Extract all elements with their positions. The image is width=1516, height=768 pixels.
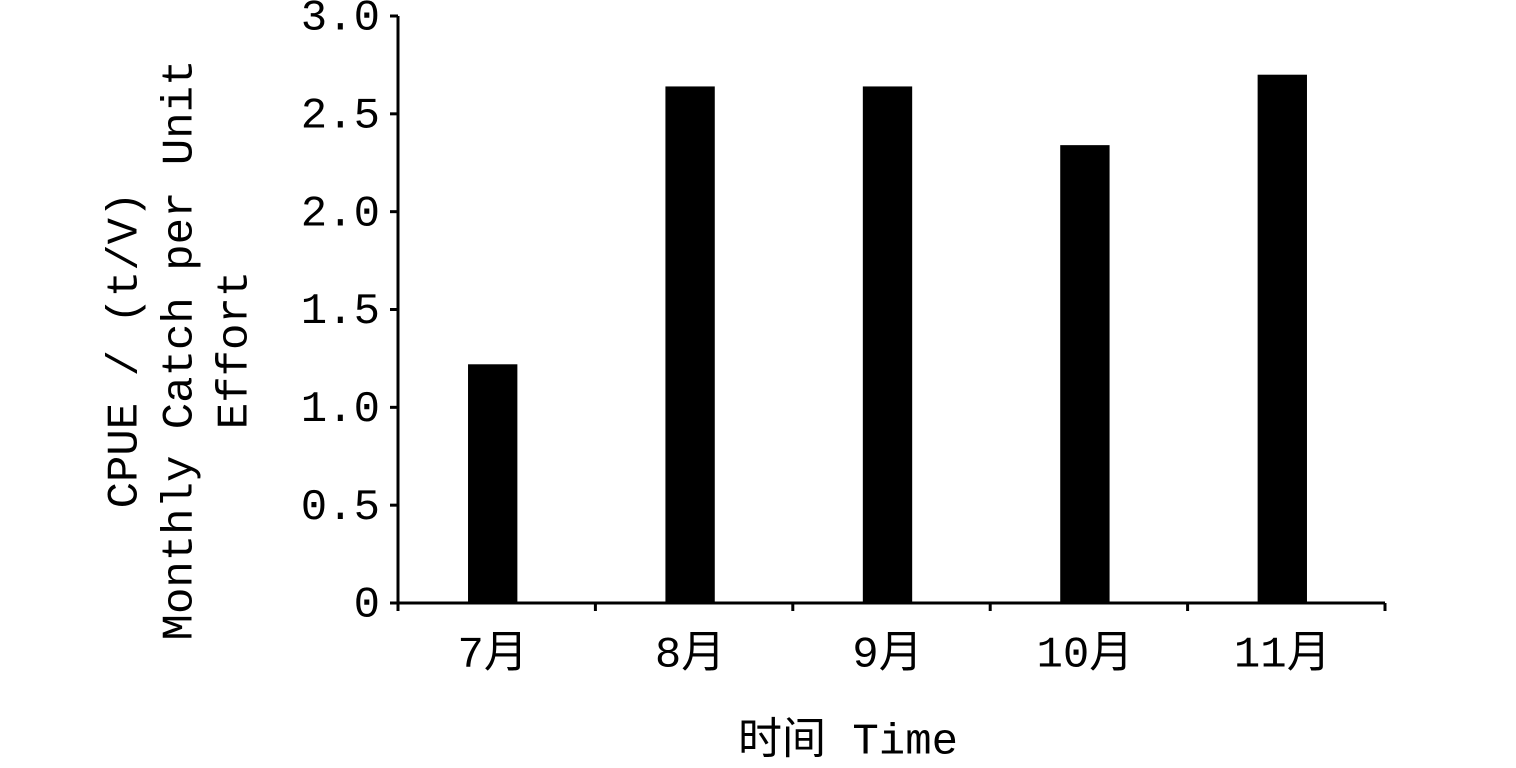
y-axis-label-line: Monthly Catch per Unit bbox=[156, 60, 206, 641]
x-axis-label: 时间 Time bbox=[738, 716, 958, 768]
bar bbox=[665, 86, 715, 603]
y-tick-label: 2.0 bbox=[301, 189, 380, 239]
x-tick-label: 8月 bbox=[655, 631, 725, 681]
x-tick-label: 7月 bbox=[457, 631, 527, 681]
y-tick-label: 3.0 bbox=[301, 0, 380, 44]
y-axis-label-line: Effort bbox=[211, 271, 261, 429]
y-axis-label-line: CPUE / (t/V) bbox=[101, 192, 151, 509]
bar bbox=[468, 364, 518, 603]
x-tick-label: 10月 bbox=[1036, 631, 1133, 681]
bar bbox=[862, 86, 913, 603]
x-tick-label: 9月 bbox=[852, 631, 922, 681]
y-tick-label: 2.5 bbox=[301, 91, 380, 141]
x-tick-label: 11月 bbox=[1234, 631, 1331, 681]
y-axis-label: CPUE / (t/V) Monthly Catch per Unit Effo… bbox=[101, 60, 261, 641]
bar bbox=[1257, 74, 1307, 603]
y-tick-label: 1.0 bbox=[301, 385, 380, 435]
y-tick-label: 1.5 bbox=[301, 287, 380, 337]
bar bbox=[1060, 145, 1110, 603]
y-tick-label: 0.5 bbox=[301, 483, 380, 533]
y-tick-label: 0 bbox=[354, 581, 380, 631]
